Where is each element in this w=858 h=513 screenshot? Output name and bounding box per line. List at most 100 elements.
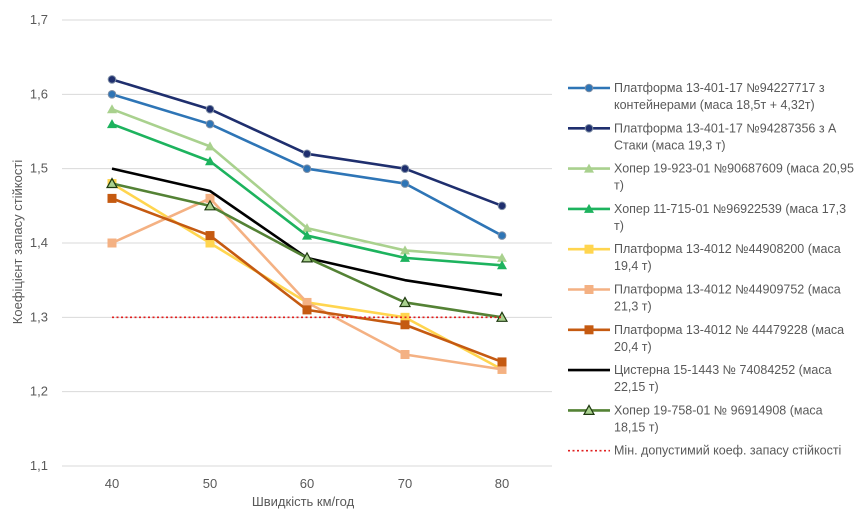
data-point [400, 320, 410, 330]
data-point [584, 325, 594, 335]
data-point [105, 177, 119, 189]
y-tick-label: 1,3 [30, 309, 48, 324]
series-3 [107, 104, 507, 262]
data-point [400, 245, 410, 255]
legend-label: Платформа 13-4012 № 44479228 (маса [614, 323, 844, 337]
series-2 [107, 75, 507, 211]
legend-label: Стаки (маса 19,3 т) [614, 138, 726, 152]
data-point [398, 296, 412, 308]
data-point [302, 305, 312, 315]
series-4 [107, 119, 507, 270]
data-point [497, 357, 507, 367]
data-point [205, 141, 215, 151]
legend-label: 18,15 т) [614, 420, 659, 434]
data-point [302, 149, 312, 159]
series-line [111, 78, 503, 208]
data-point [302, 223, 312, 233]
data-point [584, 124, 594, 133]
data-point [205, 104, 215, 114]
y-tick-label: 1,4 [30, 235, 48, 250]
series-1 [107, 90, 507, 240]
series-7 [107, 193, 507, 367]
x-axis-ticks: 40 50 60 70 80 [105, 476, 509, 491]
data-point [497, 260, 507, 270]
series-line [111, 122, 503, 267]
legend-label: Платформа 13-401-17 №94287356 з А [614, 121, 837, 135]
data-point [107, 75, 117, 84]
data-point [582, 404, 596, 415]
series-6 [107, 193, 507, 374]
data-point [400, 350, 410, 359]
legend-item: Хопер 19-758-01 № 96914908 (маса 18,15 т) [568, 403, 823, 434]
y-tick-label: 1,1 [30, 458, 48, 473]
data-point [107, 119, 117, 129]
legend-label: т) [614, 219, 624, 233]
data-point [497, 364, 507, 374]
legend-item: Платформа 13-4012 № 44479228 (маса 20,4 т… [568, 323, 844, 354]
data-point [400, 179, 410, 188]
data-point [400, 164, 410, 173]
legend-label: Платформа 13-4012 №44908200 (маса [614, 242, 841, 256]
legend-label: Хопер 19-923-01 №90687609 (маса 20,95 [614, 162, 854, 176]
series-lines [105, 75, 509, 374]
legend-item: Хопер 11-715-01 №96922539 (маса 17,3 т) [568, 202, 846, 233]
legend-label: Мін. допустимий коеф. запасу стійкості [614, 444, 841, 458]
x-tick-label: 70 [398, 476, 412, 491]
legend-item: Хопер 19-923-01 №90687609 (маса 20,95 т) [568, 162, 854, 193]
data-point [107, 90, 117, 99]
data-point [107, 238, 117, 248]
data-point [302, 297, 312, 307]
legend-label: т) [614, 179, 624, 193]
legend-label: 20,4 т) [614, 340, 652, 354]
data-point [584, 203, 594, 213]
data-point [584, 163, 594, 173]
legend-item: Платформа 13-4012 №44908200 (маса 19,4 т) [568, 242, 841, 273]
legend-label: Платформа 13-4012 №44909752 (маса [614, 283, 841, 297]
data-point [205, 231, 215, 241]
data-point [205, 238, 215, 248]
legend-label: Хопер 11-715-01 №96922539 (маса 17,3 [614, 202, 846, 216]
data-point [203, 199, 217, 211]
x-tick-label: 40 [105, 476, 119, 491]
data-point [205, 119, 215, 129]
data-point [302, 164, 312, 173]
data-point [584, 83, 594, 93]
data-point [205, 156, 215, 166]
y-tick-label: 1,2 [30, 384, 48, 399]
data-point [497, 231, 507, 240]
series-5 [107, 179, 507, 374]
legend-label: Хопер 19-758-01 № 96914908 (маса [614, 403, 823, 417]
data-point [497, 201, 507, 211]
data-point [107, 104, 117, 114]
data-point [302, 230, 312, 240]
legend-item: Платформа 13-401-17 №94287356 з А Стаки (… [568, 121, 837, 152]
legend-label: Цистерна 15-1443 № 74084252 (маса [614, 363, 832, 377]
legend-item: Цистерна 15-1443 № 74084252 (маса 22,15 т… [568, 363, 832, 394]
x-tick-label: 80 [495, 476, 509, 491]
y-axis-ticks: 1,1 1,2 1,3 1,4 1,5 1,6 1,7 [30, 12, 48, 473]
legend-item: Мін. допустимий коеф. запасу стійкості [568, 444, 841, 458]
data-point [300, 251, 314, 263]
legend-label: контейнерами (маса 18,5т + 4,32т) [614, 98, 815, 112]
x-tick-label: 60 [300, 476, 314, 491]
x-tick-label: 50 [203, 476, 217, 491]
y-tick-label: 1,5 [30, 161, 48, 176]
series-line [111, 182, 503, 371]
data-point [400, 252, 410, 262]
legend-label: 21,3 т) [614, 300, 652, 314]
legend-label: 22,15 т) [614, 380, 659, 394]
legend-item: Платформа 13-4012 №44909752 (маса 21,3 т) [568, 283, 841, 314]
data-point [497, 252, 507, 262]
y-axis-label: Коефіцієнт запасу стійкості [10, 160, 25, 325]
series-9 [105, 177, 509, 322]
data-point [584, 244, 594, 254]
legend: Платформа 13-401-17 №94227717 з контейнер… [568, 81, 854, 458]
legend-item: Платформа 13-401-17 №94227717 з контейнер… [568, 81, 825, 112]
data-point [584, 285, 594, 294]
y-tick-label: 1,7 [30, 12, 48, 27]
legend-label: Платформа 13-401-17 №94227717 з [614, 81, 825, 95]
data-point [107, 193, 117, 203]
y-tick-label: 1,6 [30, 86, 48, 101]
legend-label: 19,4 т) [614, 259, 652, 273]
